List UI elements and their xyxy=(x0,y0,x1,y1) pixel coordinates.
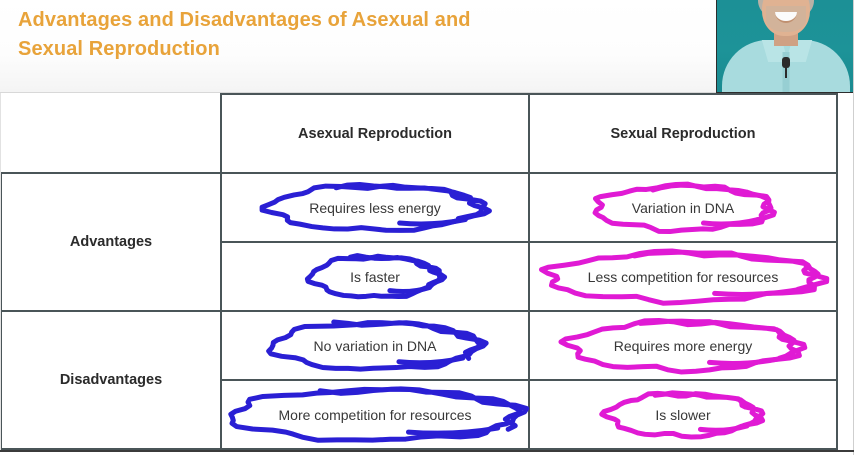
cell-disadvantages-asexual-1[interactable]: No variation in DNA xyxy=(220,310,530,381)
comparison-table: Asexual Reproduction Sexual Reproduction… xyxy=(0,93,838,450)
column-header-asexual: Asexual Reproduction xyxy=(220,93,530,174)
cell-text: Is faster xyxy=(350,268,400,285)
cell-text: More competition for resources xyxy=(278,406,472,423)
slide-bottom-rule xyxy=(0,450,854,452)
column-header-asexual-label: Asexual Reproduction xyxy=(298,125,452,142)
cell-disadvantages-sexual-1[interactable]: Requires more energy xyxy=(528,310,838,381)
cell-disadvantages-asexual-2[interactable]: More competition for resources xyxy=(220,379,530,450)
presenter-face xyxy=(761,0,810,36)
lapel-microphone-icon xyxy=(781,57,790,68)
row-header-advantages: Advantages xyxy=(0,172,222,312)
cell-advantages-sexual-1[interactable]: Variation in DNA xyxy=(528,172,838,243)
table-row: Advantages Requires less energy Variatio… xyxy=(0,172,838,312)
table-row: Disadvantages No variation in DNA Requir… xyxy=(0,310,838,450)
cell-text: No variation in DNA xyxy=(313,337,437,354)
cell-text: Less competition for resources xyxy=(587,268,779,285)
column-header-sexual-label: Sexual Reproduction xyxy=(610,125,756,142)
slide-title-band: Advantages and Disadvantages of Asexual … xyxy=(0,0,854,93)
cell-text: Variation in DNA xyxy=(631,199,735,216)
cell-text: Requires more energy xyxy=(613,337,753,354)
cell-advantages-asexual-2[interactable]: Is faster xyxy=(220,241,530,312)
row-header-disadvantages-label: Disadvantages xyxy=(59,372,163,388)
row-header-advantages-label: Advantages xyxy=(69,234,153,250)
slide-left-edge xyxy=(0,93,1,450)
cell-text: Requires less energy xyxy=(309,199,441,216)
cell-disadvantages-sexual-2[interactable]: Is slower xyxy=(528,379,838,450)
cell-advantages-sexual-2[interactable]: Less competition for resources xyxy=(528,241,838,312)
table-header-row: Asexual Reproduction Sexual Reproduction xyxy=(1,93,838,174)
microphone-cord xyxy=(784,66,787,78)
cell-text: Is slower xyxy=(655,406,711,423)
cell-advantages-asexual-1[interactable]: Requires less energy xyxy=(220,172,530,243)
column-header-sexual: Sexual Reproduction xyxy=(528,93,838,174)
table-corner-cell xyxy=(1,94,221,173)
row-header-disadvantages: Disadvantages xyxy=(0,310,222,450)
comparison-table-area: Asexual Reproduction Sexual Reproduction… xyxy=(0,93,854,455)
presenter-mouth xyxy=(774,12,797,23)
page-title: Advantages and Disadvantages of Asexual … xyxy=(18,9,471,60)
presenter-video-overlay[interactable] xyxy=(716,0,854,93)
